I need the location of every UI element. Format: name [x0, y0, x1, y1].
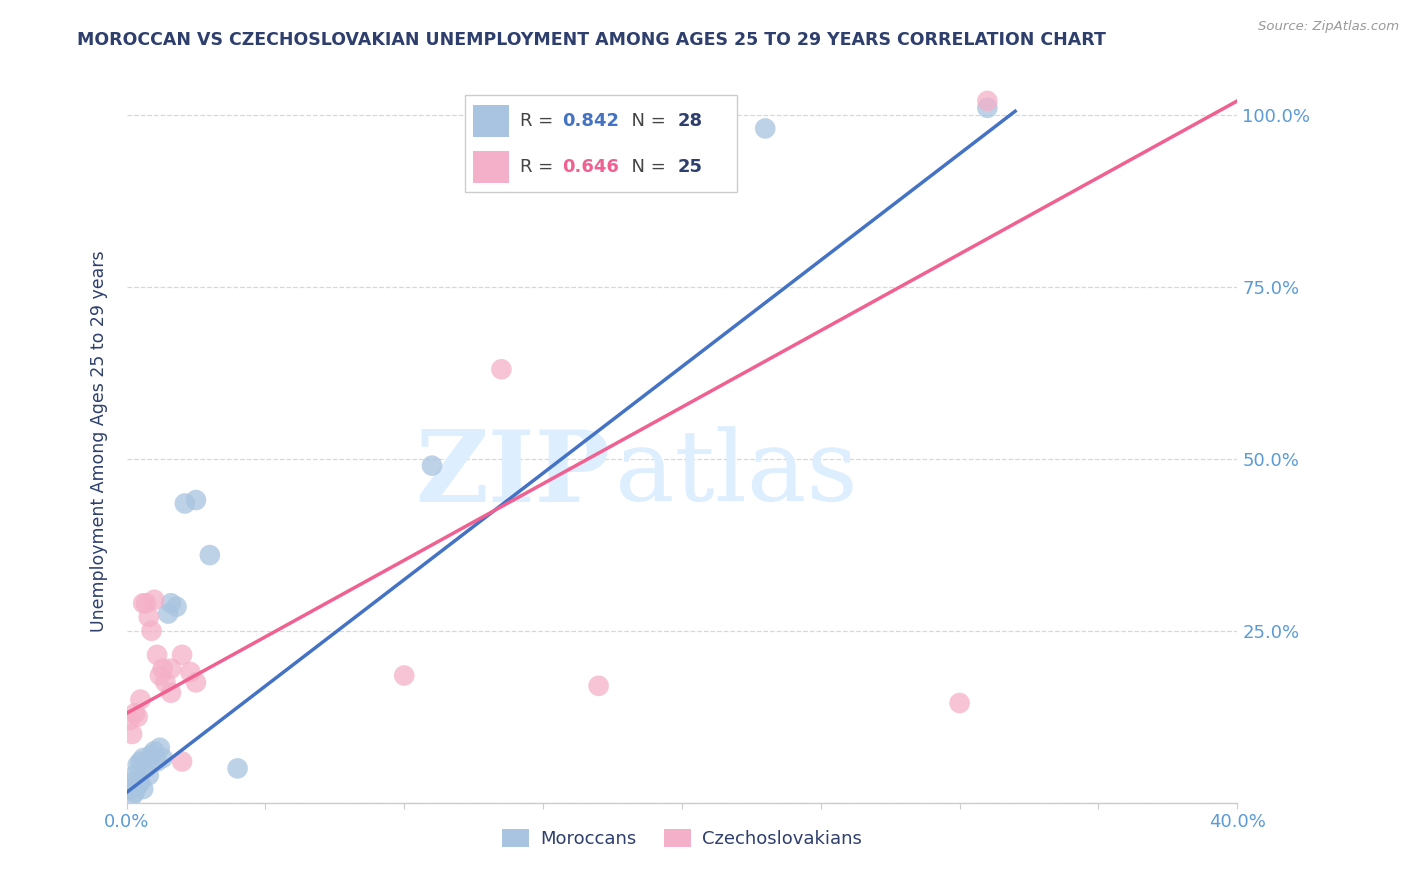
Point [976, 101, 998, 115]
Point [127, 710, 149, 724]
Point [143, 744, 166, 758]
Point [124, 768, 146, 782]
Point [184, 675, 207, 690]
Point [129, 692, 152, 706]
Point [127, 779, 149, 793]
Text: Source: ZipAtlas.com: Source: ZipAtlas.com [1258, 20, 1399, 33]
Point [149, 740, 172, 755]
Text: MOROCCAN VS CZECHOSLOVAKIAN UNEMPLOYMENT AMONG AGES 25 TO 29 YEARS CORRELATION C: MOROCCAN VS CZECHOSLOVAKIAN UNEMPLOYMENT… [77, 31, 1107, 49]
Point [491, 362, 513, 376]
Point [143, 592, 166, 607]
Point [226, 761, 249, 775]
Point [179, 665, 201, 679]
Point [152, 662, 174, 676]
Point [976, 94, 998, 108]
Point [141, 624, 163, 638]
Text: atlas: atlas [616, 426, 858, 522]
Point [124, 785, 146, 799]
Point [394, 668, 416, 682]
Point [172, 755, 194, 769]
Point [184, 493, 207, 508]
Point [129, 775, 152, 789]
Point [121, 789, 143, 803]
Point [138, 610, 160, 624]
Legend: Moroccans, Czechoslovakians: Moroccans, Czechoslovakians [495, 822, 869, 855]
Point [155, 675, 177, 690]
Point [172, 648, 194, 662]
Point [160, 686, 183, 700]
Point [420, 458, 443, 473]
Point [138, 768, 160, 782]
Point [754, 121, 776, 136]
Point [588, 679, 610, 693]
Text: ZIP: ZIP [415, 425, 610, 523]
Point [135, 761, 157, 775]
Point [146, 648, 169, 662]
Point [198, 548, 221, 562]
Point [118, 782, 141, 797]
Point [124, 706, 146, 721]
Y-axis label: Unemployment Among Ages 25 to 29 years: Unemployment Among Ages 25 to 29 years [90, 251, 108, 632]
Point [157, 607, 180, 621]
Point [160, 596, 183, 610]
Point [132, 782, 155, 797]
Point [166, 599, 188, 614]
Point [121, 775, 143, 789]
Point [141, 747, 163, 762]
Point [135, 596, 157, 610]
Point [146, 755, 169, 769]
Point [132, 596, 155, 610]
Point [121, 727, 143, 741]
Point [129, 755, 152, 769]
Point [132, 751, 155, 765]
Point [152, 751, 174, 765]
Point [127, 758, 149, 772]
Point [118, 713, 141, 727]
Point [160, 662, 183, 676]
Point [173, 496, 195, 510]
Point [948, 696, 970, 710]
Point [149, 668, 172, 682]
